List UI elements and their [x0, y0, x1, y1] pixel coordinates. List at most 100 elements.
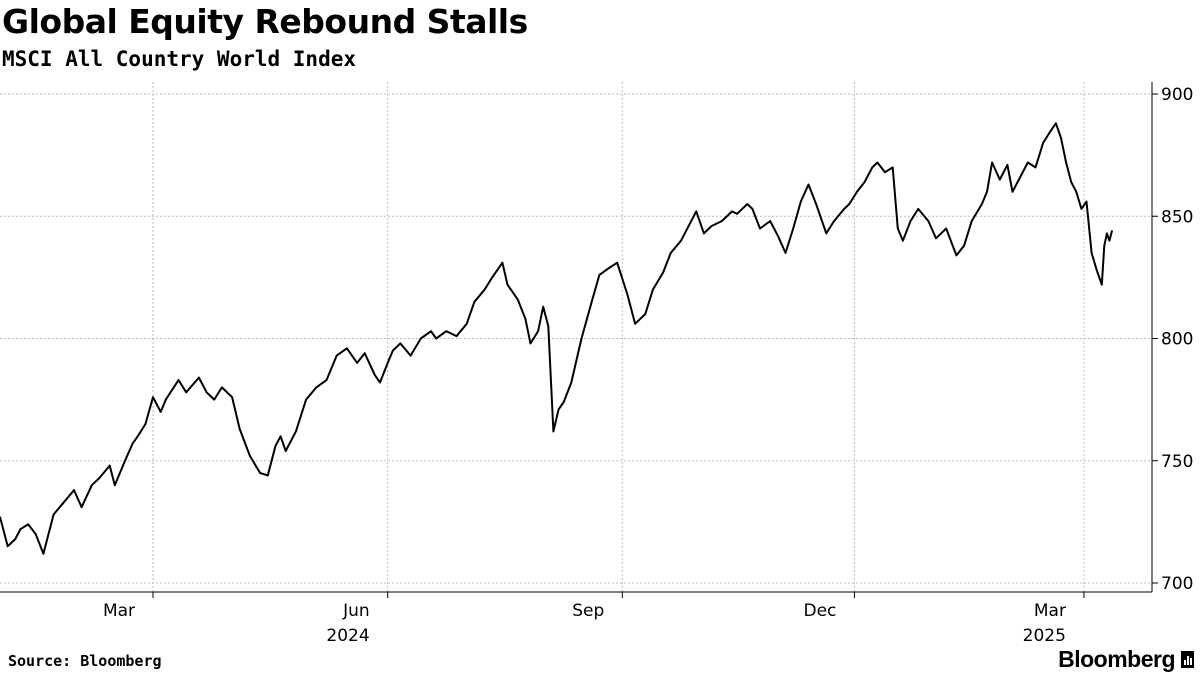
data-point — [108, 464, 111, 467]
data-point — [1065, 161, 1067, 164]
data-point — [231, 396, 233, 399]
x-year-label: 2025 — [1023, 626, 1066, 646]
data-point — [680, 239, 682, 242]
data-point — [598, 274, 601, 276]
data-point — [807, 183, 810, 186]
y-tick-label: 700 — [1161, 574, 1193, 594]
data-point — [198, 376, 200, 379]
data-point — [249, 455, 251, 457]
data-point — [131, 442, 134, 445]
data-point — [1034, 166, 1037, 169]
data-point — [935, 237, 937, 240]
data-point — [736, 213, 738, 215]
data-point — [6, 545, 9, 548]
data-point — [279, 435, 282, 438]
data-point — [213, 398, 215, 401]
data-point — [833, 220, 835, 222]
data-point — [815, 203, 817, 205]
data-point — [759, 227, 761, 230]
data-point — [80, 506, 83, 509]
logo-text: Bloomberg — [1058, 646, 1175, 672]
data-point — [491, 276, 494, 279]
data-point — [1050, 129, 1052, 132]
data-point — [644, 313, 647, 315]
data-point — [792, 227, 794, 230]
data-point — [0, 516, 1, 518]
data-point — [529, 342, 532, 345]
data-point — [144, 423, 147, 425]
data-point — [769, 220, 771, 222]
data-point — [902, 239, 904, 242]
data-point — [114, 484, 116, 487]
data-point — [52, 513, 55, 516]
data-point — [152, 396, 154, 399]
data-point — [1085, 200, 1088, 203]
x-tick-label: Mar — [103, 601, 135, 621]
data-point — [843, 208, 845, 210]
data-point — [927, 220, 930, 222]
data-point — [634, 323, 636, 325]
data-point — [1055, 122, 1057, 125]
data-point — [884, 171, 886, 173]
data-point — [483, 288, 486, 291]
data-point — [777, 235, 779, 237]
y-tick-label: 750 — [1161, 452, 1193, 472]
data-point — [420, 337, 422, 340]
data-point — [562, 401, 565, 403]
data-point — [124, 460, 126, 462]
data-point — [662, 271, 664, 274]
data-point — [1103, 244, 1106, 247]
data-point — [274, 445, 277, 447]
data-point — [399, 342, 402, 345]
data-point — [731, 210, 733, 213]
data-point — [1070, 181, 1072, 183]
data-point — [695, 210, 698, 213]
data-point — [891, 166, 894, 169]
data-point — [547, 325, 550, 328]
chart-subtitle: MSCI All Country World Index — [2, 47, 357, 71]
data-point — [73, 489, 75, 491]
data-point — [42, 552, 45, 555]
data-point — [363, 352, 366, 355]
data-point — [506, 283, 509, 286]
data-point — [98, 477, 101, 479]
data-point — [177, 379, 180, 381]
data-point — [570, 381, 573, 384]
x-tick-label: Sep — [572, 601, 604, 621]
data-point — [238, 428, 241, 430]
data-point — [435, 337, 437, 340]
data-point — [356, 362, 358, 364]
data-point — [542, 305, 544, 308]
data-point — [710, 225, 713, 227]
data-point — [91, 484, 93, 487]
data-point — [991, 161, 993, 164]
data-point — [1111, 230, 1113, 232]
data-point — [999, 178, 1001, 181]
data-point — [703, 232, 705, 235]
data-point — [295, 430, 297, 433]
data-point — [721, 220, 723, 222]
data-point — [325, 379, 328, 381]
data-point — [871, 166, 874, 169]
data-point — [136, 435, 139, 438]
data-point — [1006, 164, 1009, 166]
data-point — [863, 181, 866, 183]
data-point — [746, 203, 749, 205]
data-point — [465, 323, 468, 325]
data-point — [524, 318, 527, 320]
data-point — [580, 337, 583, 340]
data-point — [1011, 191, 1014, 193]
y-tick-label: 850 — [1161, 207, 1193, 227]
data-point — [501, 261, 504, 264]
data-point — [1060, 137, 1062, 139]
x-year-label: 2024 — [326, 626, 369, 646]
data-point — [221, 386, 223, 389]
data-point — [800, 200, 802, 203]
data-point — [608, 266, 611, 269]
data-point — [1095, 269, 1098, 271]
x-tick-label: Jun — [342, 601, 370, 621]
gridlines — [0, 82, 1152, 592]
data-point — [590, 301, 593, 303]
data-point — [473, 301, 476, 303]
